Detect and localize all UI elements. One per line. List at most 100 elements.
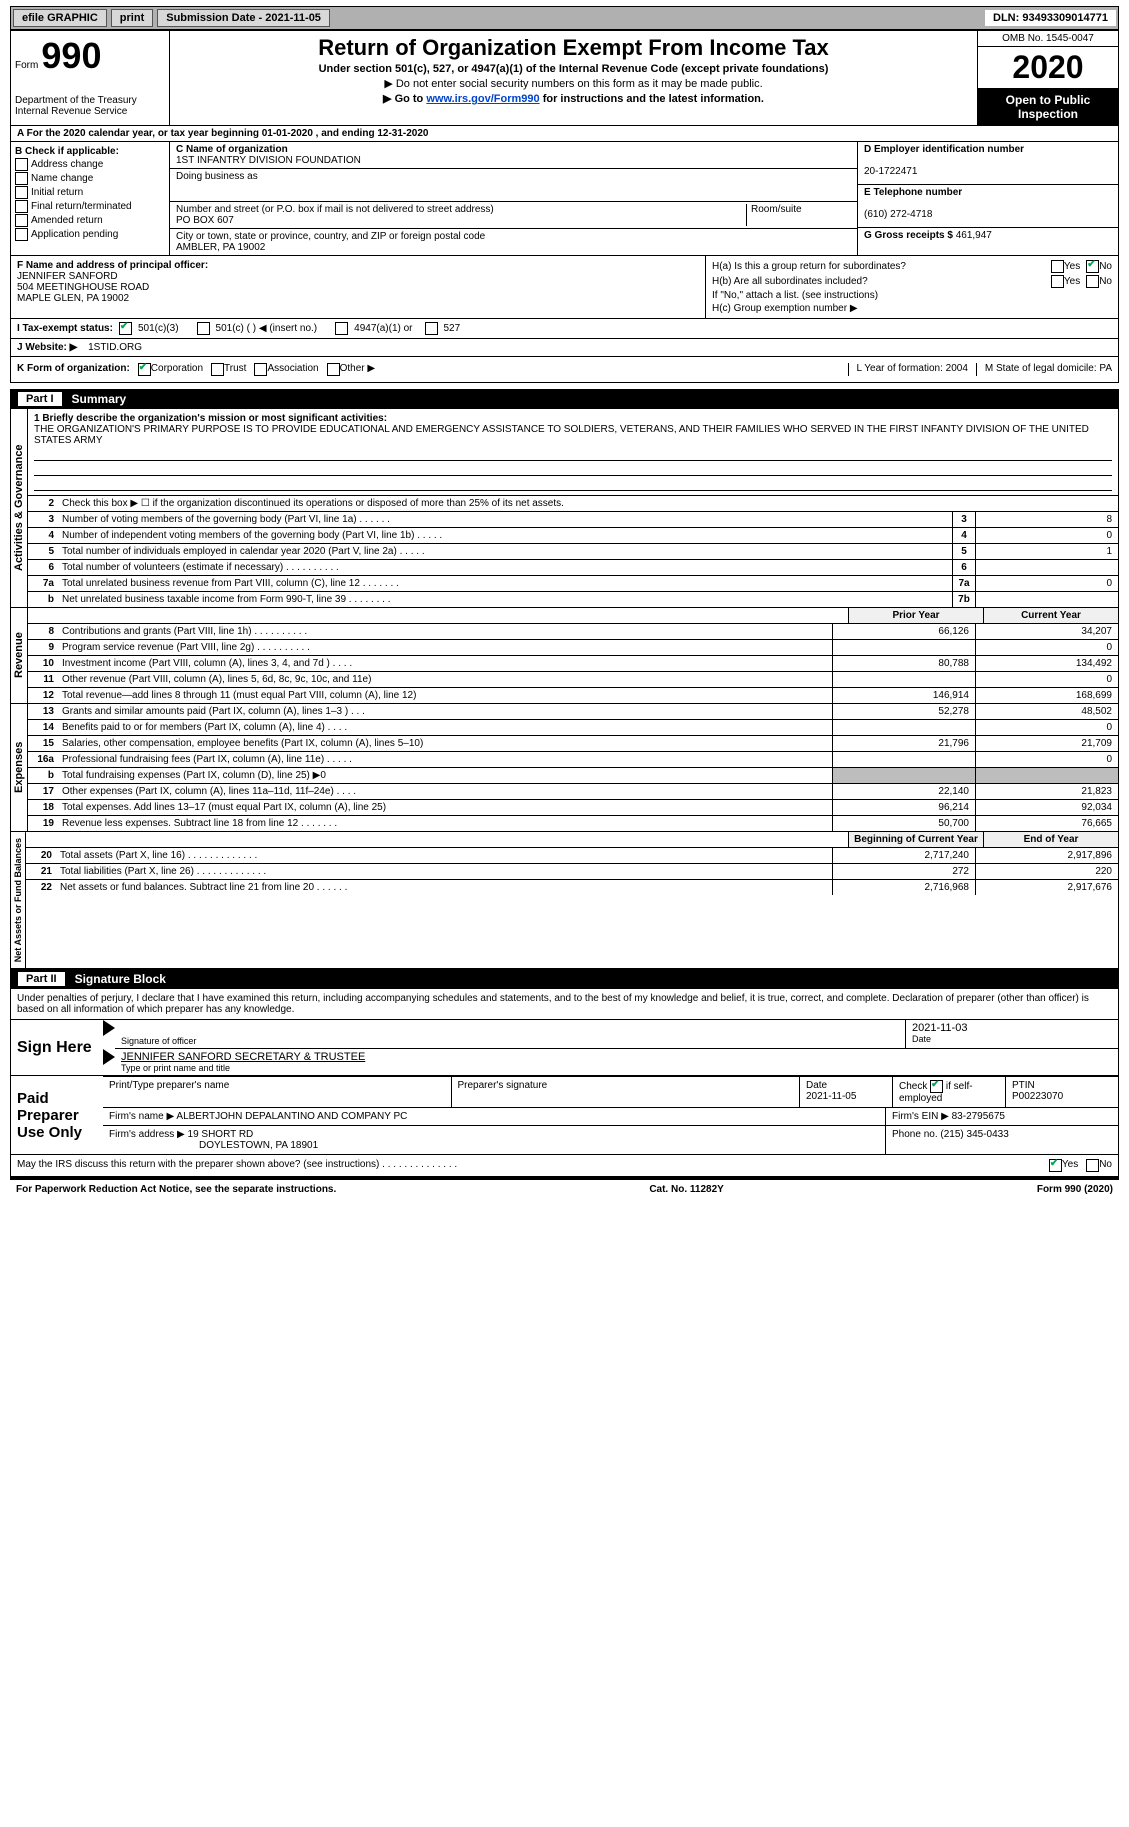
val-box: 8 [975, 512, 1118, 527]
lbl-other: Other ▶ [340, 363, 375, 376]
org-name: 1ST INFANTRY DIVISION FOUNDATION [176, 155, 361, 166]
lbl-corp: Corporation [151, 363, 203, 376]
prior-val [832, 640, 975, 655]
irs-link[interactable]: www.irs.gov/Form990 [426, 93, 539, 105]
discuss-row: May the IRS discuss this return with the… [11, 1154, 1118, 1177]
end-year-hdr: End of Year [983, 832, 1118, 847]
goto-pre: ▶ Go to [383, 93, 426, 105]
chk-final-return[interactable] [15, 200, 28, 213]
firm-addr1: 19 SHORT RD [188, 1129, 254, 1140]
chk-501c3[interactable] [119, 322, 132, 335]
line-desc: Other expenses (Part IX, column (A), lin… [58, 784, 832, 799]
line-desc: Salaries, other compensation, employee b… [58, 736, 832, 751]
form-subtitle: Under section 501(c), 527, or 4947(a)(1)… [178, 63, 969, 75]
current-val: 92,034 [975, 800, 1118, 815]
street: PO BOX 607 [176, 215, 234, 226]
part1-title: Summary [72, 392, 127, 406]
num-box: 4 [952, 528, 975, 543]
line-no: 5 [28, 544, 58, 559]
sig-date-val: 2021-11-03 [912, 1022, 1112, 1034]
summary-row: 10 Investment income (Part VIII, column … [28, 656, 1118, 672]
line-desc: Total number of individuals employed in … [58, 544, 952, 559]
summary-row: 13 Grants and similar amounts paid (Part… [28, 704, 1118, 720]
chk-address-change[interactable] [15, 158, 28, 171]
lbl-4947: 4947(a)(1) or [354, 323, 412, 334]
current-val: 2,917,676 [975, 880, 1118, 895]
ha-no[interactable] [1086, 260, 1099, 273]
lbl-initial-return: Initial return [31, 187, 83, 198]
summary-row: b Net unrelated business taxable income … [28, 592, 1118, 607]
line-desc: Total expenses. Add lines 13–17 (must eq… [58, 800, 832, 815]
ha-yes[interactable] [1051, 260, 1064, 273]
discuss-no-lbl: No [1099, 1159, 1112, 1172]
val-box [975, 592, 1118, 607]
chk-other[interactable] [327, 363, 340, 376]
chk-initial-return[interactable] [15, 186, 28, 199]
begin-year-hdr: Beginning of Current Year [848, 832, 983, 847]
ha-label: H(a) Is this a group return for subordin… [712, 261, 1051, 272]
prior-val: 22,140 [832, 784, 975, 799]
chk-amended[interactable] [15, 214, 28, 227]
chk-501c[interactable] [197, 322, 210, 335]
line-desc: Number of independent voting members of … [58, 528, 952, 543]
summary-row: 19 Revenue less expenses. Subtract line … [28, 816, 1118, 831]
chk-527[interactable] [425, 322, 438, 335]
lbl-name-change: Name change [31, 173, 93, 184]
part2-header: Part II Signature Block [10, 969, 1119, 989]
summary-row: 3 Number of voting members of the govern… [28, 512, 1118, 528]
header-right: OMB No. 1545-0047 2020 Open to Public In… [977, 31, 1118, 125]
l-year-formation: L Year of formation: 2004 [848, 363, 968, 376]
summary-row: 17 Other expenses (Part IX, column (A), … [28, 784, 1118, 800]
chk-4947[interactable] [335, 322, 348, 335]
section-b: B Check if applicable: Address change Na… [11, 142, 170, 255]
line-desc: Total fundraising expenses (Part IX, col… [58, 768, 832, 783]
current-val: 134,492 [975, 656, 1118, 671]
prep-date-label: Date [806, 1080, 827, 1091]
lbl-room: Room/suite [751, 204, 802, 215]
goto-post: for instructions and the latest informat… [540, 93, 764, 105]
discuss-yes[interactable] [1049, 1159, 1062, 1172]
form-title: Return of Organization Exempt From Incom… [178, 35, 969, 61]
declaration: Under penalties of perjury, I declare th… [11, 989, 1118, 1019]
prior-val: 21,796 [832, 736, 975, 751]
line-no: 3 [28, 512, 58, 527]
num-box: 6 [952, 560, 975, 575]
officer-addr2: MAPLE GLEN, PA 19002 [17, 293, 129, 304]
prior-val: 66,126 [832, 624, 975, 639]
line-no: 19 [28, 816, 58, 831]
section-h: H(a) Is this a group return for subordin… [706, 256, 1118, 318]
firm-addr2: DOYLESTOWN, PA 18901 [199, 1140, 318, 1151]
city: AMBLER, PA 19002 [176, 242, 265, 253]
arrow-icon [103, 1049, 115, 1065]
hb-yes[interactable] [1051, 275, 1064, 288]
prior-val: 146,914 [832, 688, 975, 703]
chk-name-change[interactable] [15, 172, 28, 185]
prior-val: 272 [832, 864, 975, 879]
form-ref: Form 990 (2020) [1037, 1184, 1113, 1195]
prior-val [832, 672, 975, 687]
efile-button[interactable]: efile GRAPHIC [13, 9, 107, 27]
chk-corp[interactable] [138, 363, 151, 376]
hb-no[interactable] [1086, 275, 1099, 288]
summary-row: 7a Total unrelated business revenue from… [28, 576, 1118, 592]
discuss-no[interactable] [1086, 1159, 1099, 1172]
current-year-hdr: Current Year [983, 608, 1118, 623]
chk-trust[interactable] [211, 363, 224, 376]
lbl-assoc: Association [267, 363, 318, 376]
summary-row: 16a Professional fundraising fees (Part … [28, 752, 1118, 768]
chk-assoc[interactable] [254, 363, 267, 376]
line-no: 13 [28, 704, 58, 719]
pra-notice: For Paperwork Reduction Act Notice, see … [16, 1184, 336, 1195]
line-no: b [28, 592, 58, 607]
line-no: 4 [28, 528, 58, 543]
print-button[interactable]: print [111, 9, 153, 27]
dept-treasury: Department of the Treasury Internal Reve… [15, 95, 165, 117]
chk-app-pending[interactable] [15, 228, 28, 241]
revenue-block: Revenue Prior Year Current Year 8 Contri… [10, 608, 1119, 704]
summary-row: 22 Net assets or fund balances. Subtract… [26, 880, 1118, 895]
hb-yes-lbl: Yes [1064, 276, 1080, 287]
line2: Check this box ▶ ☐ if the organization d… [58, 496, 1118, 511]
form-id-block: Form 990 Department of the Treasury Inte… [11, 31, 170, 125]
num-box: 7b [952, 592, 975, 607]
chk-self-employed[interactable] [930, 1080, 943, 1093]
